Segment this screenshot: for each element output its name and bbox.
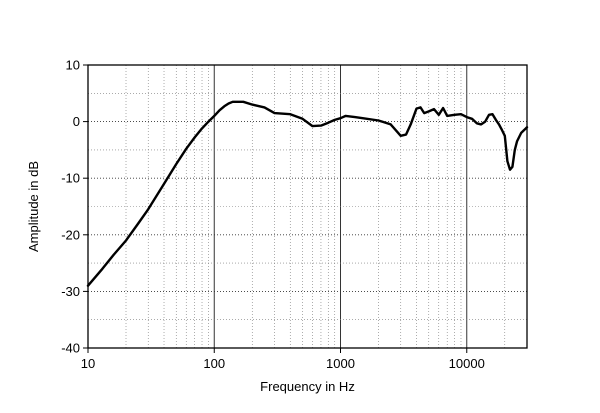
grid	[88, 65, 527, 348]
x-axis-title: Frequency in Hz	[260, 379, 355, 394]
x-tick-label: 1000	[326, 356, 355, 371]
tick-marks	[83, 64, 468, 353]
y-tick-label: -10	[61, 171, 80, 186]
x-tick-label: 100	[203, 356, 225, 371]
y-tick-label: 0	[73, 114, 80, 129]
series-layer	[86, 100, 529, 287]
y-tick-label: -30	[61, 284, 80, 299]
y-axis-title: Amplitude in dB	[26, 161, 41, 252]
series-line	[86, 100, 529, 287]
y-tick-label: -20	[61, 227, 80, 242]
x-tick-label: 10000	[449, 356, 485, 371]
y-tick-label: 10	[66, 58, 80, 73]
y-tick-label: -40	[61, 341, 80, 356]
x-tick-label: 10	[81, 356, 95, 371]
plot-frame	[87, 64, 528, 349]
